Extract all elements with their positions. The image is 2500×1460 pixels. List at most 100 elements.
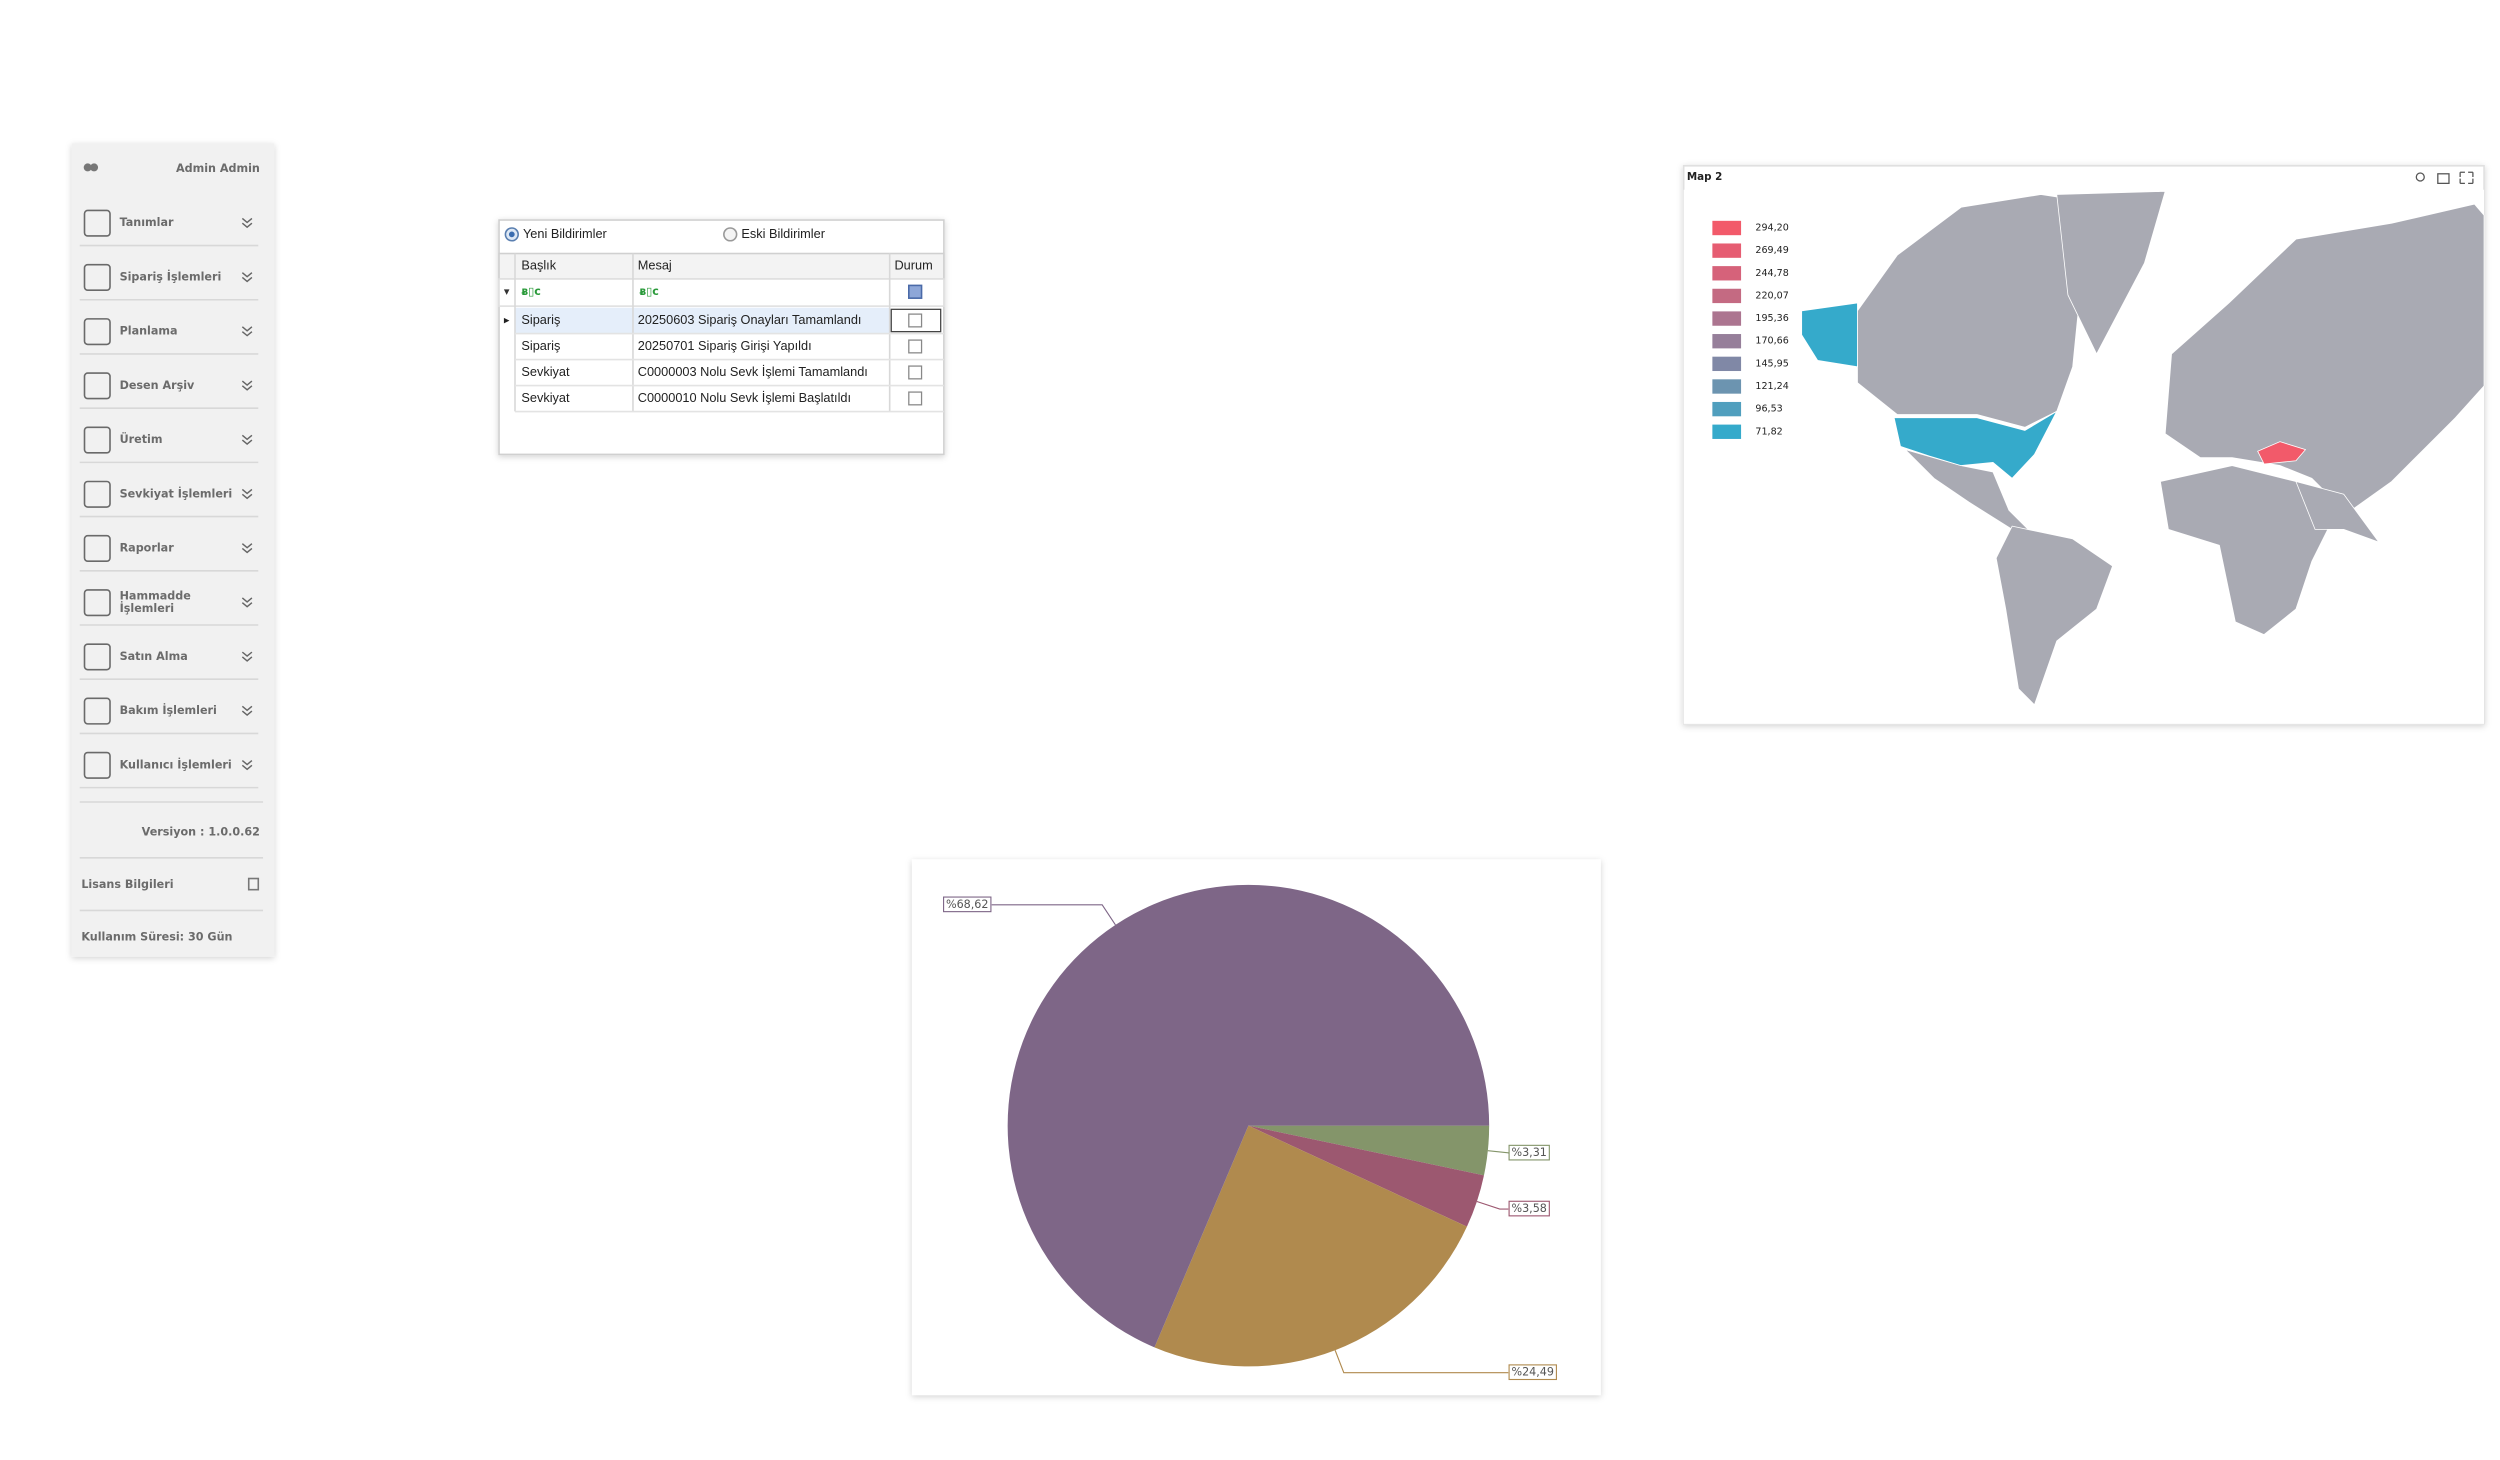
label-box	[943, 896, 992, 913]
menu-icon	[83, 263, 111, 291]
menu-label[interactable]: İşlemleri	[120, 601, 175, 615]
sidebar	[71, 143, 275, 957]
menu-icon	[83, 751, 111, 779]
svg-text:▾: ▾	[504, 285, 510, 298]
label-box	[1508, 1144, 1550, 1161]
column-header[interactable]: Durum	[894, 258, 932, 273]
menu-icon	[83, 209, 111, 237]
cell[interactable]: Sevkiyat	[521, 390, 570, 405]
legend-label: 269,49	[1755, 245, 1788, 256]
legend-label: 294,20	[1755, 223, 1788, 234]
pie-slice[interactable]	[1007, 884, 1490, 1348]
expand-chevron[interactable]	[241, 380, 253, 391]
label-box	[1508, 1200, 1550, 1217]
slice-label: %3,31	[1511, 1146, 1546, 1159]
user-name[interactable]: Admin Admin	[176, 162, 260, 175]
expand-chevron[interactable]	[241, 543, 253, 554]
menu-label[interactable]: Raporlar	[120, 541, 175, 554]
legend-swatch	[1712, 356, 1742, 372]
legend-swatch	[1712, 379, 1742, 394]
expand-chevron[interactable]	[241, 326, 253, 337]
filter-row	[498, 278, 945, 307]
menu-label[interactable]: Bakım İşlemleri	[120, 703, 217, 717]
cell[interactable]: Sevkiyat	[521, 364, 570, 379]
map-shapes	[1801, 190, 2485, 706]
expand-chevron[interactable]	[241, 597, 253, 608]
pie-slice[interactable]	[1248, 1125, 1484, 1227]
slice-label: %68,62	[946, 898, 989, 911]
menu-icon	[83, 318, 111, 346]
map-tools[interactable]	[2415, 171, 2474, 185]
tab-label[interactable]: Eski Bildirimler	[741, 226, 825, 241]
legend-label: 244,78	[1755, 268, 1788, 279]
svg-text:ᴃ▯c: ᴃ▯c	[639, 285, 659, 298]
usage: Kullanım Süresi: 30 Gün	[81, 931, 232, 944]
legend-swatch	[1712, 401, 1742, 417]
cell[interactable]: 20250701 Sipariş Girişi Yapıldı	[638, 338, 812, 353]
checkbox[interactable]	[908, 391, 923, 406]
legend-swatch	[1712, 220, 1742, 236]
svg-text:▸: ▸	[504, 313, 510, 326]
tab-label[interactable]: Yeni Bildirimler	[523, 226, 608, 241]
fullscreen-icon[interactable]	[2459, 171, 2474, 185]
menu-icon	[83, 480, 111, 508]
column-header[interactable]: Başlık	[521, 258, 556, 273]
expand-chevron[interactable]	[241, 488, 253, 500]
svg-text:ᴃ▯c: ᴃ▯c	[521, 285, 541, 298]
expand-chevron[interactable]	[241, 651, 253, 662]
menu-icon	[83, 372, 111, 400]
export-icon[interactable]	[2437, 173, 2450, 185]
cell[interactable]: Sipariş	[521, 312, 560, 327]
legend-swatch	[1712, 424, 1742, 439]
menu-label[interactable]: Sipariş İşlemleri	[120, 269, 222, 283]
expand-chevron[interactable]	[241, 217, 253, 229]
land	[2159, 465, 2329, 636]
leader-line	[1334, 1350, 1509, 1374]
license[interactable]: Lisans Bilgileri	[81, 878, 173, 891]
zoom-icon[interactable]	[2415, 172, 2425, 182]
menu-label[interactable]: Tanımlar	[120, 216, 174, 229]
checkbox[interactable]	[908, 365, 923, 380]
pie-slice[interactable]	[1154, 1125, 1467, 1367]
menu-label[interactable]: Desen Arşiv	[120, 379, 195, 392]
cell[interactable]: C0000003 Nolu Sevk İşlemi Tamamlandı	[638, 364, 868, 379]
radio[interactable]	[723, 227, 738, 242]
region-alaska[interactable]	[1801, 302, 1858, 368]
expand-chevron[interactable]	[241, 759, 253, 771]
cell[interactable]: 20250603 Sipariş Onayları Tamamlandı	[638, 312, 862, 327]
land	[1857, 194, 2106, 428]
legend-swatch	[1712, 266, 1742, 281]
map-legend: 294,20 269,49 244,78 220,07 195,36 170,66 145,…	[1712, 220, 1789, 439]
expand-chevron[interactable]	[241, 272, 253, 283]
leader-line	[991, 904, 1116, 926]
menu-label[interactable]: Sevkiyat İşlemleri	[120, 486, 233, 500]
menu-label[interactable]: Planlama	[120, 325, 178, 338]
legend-label: 121,24	[1755, 381, 1788, 392]
legend-swatch	[1712, 288, 1742, 304]
cell[interactable]: Sipariş	[521, 338, 560, 353]
pie-slice[interactable]	[1248, 1125, 1490, 1176]
region-turkey[interactable]	[2257, 441, 2307, 465]
checkbox[interactable]	[908, 313, 923, 328]
menu-label[interactable]: Kullanıcı İşlemleri	[120, 757, 232, 771]
menu-label[interactable]: Hammadde	[120, 589, 192, 602]
legend-label: 195,36	[1755, 313, 1788, 324]
map-title: Map 2	[1687, 171, 1723, 183]
menu-icon	[83, 589, 111, 617]
menu-label[interactable]: Üretim	[120, 432, 163, 446]
menu-label[interactable]: Satın Alma	[120, 650, 188, 663]
legend-swatch	[1712, 243, 1742, 258]
menu-icon	[83, 426, 111, 454]
region-usa[interactable]	[1893, 410, 2058, 479]
expand-chevron[interactable]	[241, 705, 253, 717]
license-icon[interactable]	[247, 877, 260, 891]
column-header[interactable]: Mesaj	[638, 258, 672, 273]
legend-label: 170,66	[1755, 336, 1788, 347]
sidebar-content: Admin Admin Versiyon : 1.0.0.62 Lisans B…	[79, 162, 264, 944]
expand-chevron[interactable]	[241, 434, 253, 445]
cell[interactable]: C0000010 Nolu Sevk İşlemi Başlatıldı	[638, 390, 851, 405]
grid-header	[498, 252, 945, 280]
checkbox[interactable]	[908, 339, 923, 354]
